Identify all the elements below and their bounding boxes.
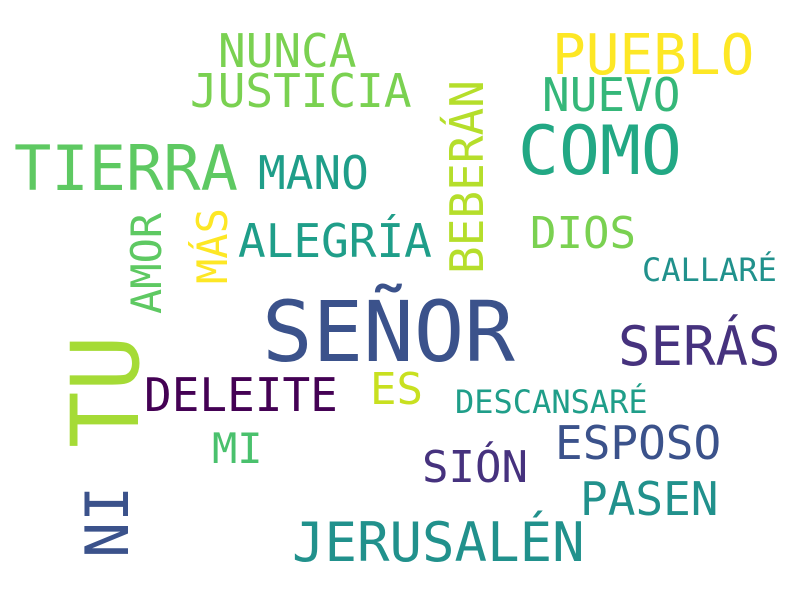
word-tierra: TIERRA [14, 132, 238, 205]
word-seras: SERÁS [618, 315, 781, 378]
word-sion: SIÓN [422, 442, 528, 493]
word-descansare: DESCANSARÉ [455, 383, 648, 421]
word-mas: MÁS [188, 208, 237, 284]
word-nunca: NUNCA [218, 24, 357, 78]
word-deleite: DELEITE [144, 368, 338, 422]
word-justicia: JUSTICIA [190, 64, 412, 118]
word-pasen: PASEN [580, 472, 719, 526]
word-ni: NI [73, 485, 143, 558]
word-callare: CALLARÉ [642, 251, 777, 289]
word-como: COMO [518, 112, 682, 191]
word-pueblo: PUEBLO [552, 23, 755, 88]
word-alegria: ALEGRÍA [238, 214, 432, 268]
word-tu: TU [52, 334, 161, 448]
word-esposo: ESPOSO [555, 416, 722, 470]
word-senor: SEÑOR [262, 283, 515, 381]
word-amor: AMOR [122, 212, 171, 314]
word-mano: MANO [258, 146, 369, 200]
word-jerusalen: JERUSALÉN [292, 511, 585, 574]
word-es: ES [370, 364, 423, 415]
word-beberan: BEBERÁN [440, 80, 494, 274]
word-nuevo: NUEVO [542, 68, 681, 122]
word-dios: DIOS [530, 208, 636, 259]
word-mi: MI [212, 424, 263, 473]
